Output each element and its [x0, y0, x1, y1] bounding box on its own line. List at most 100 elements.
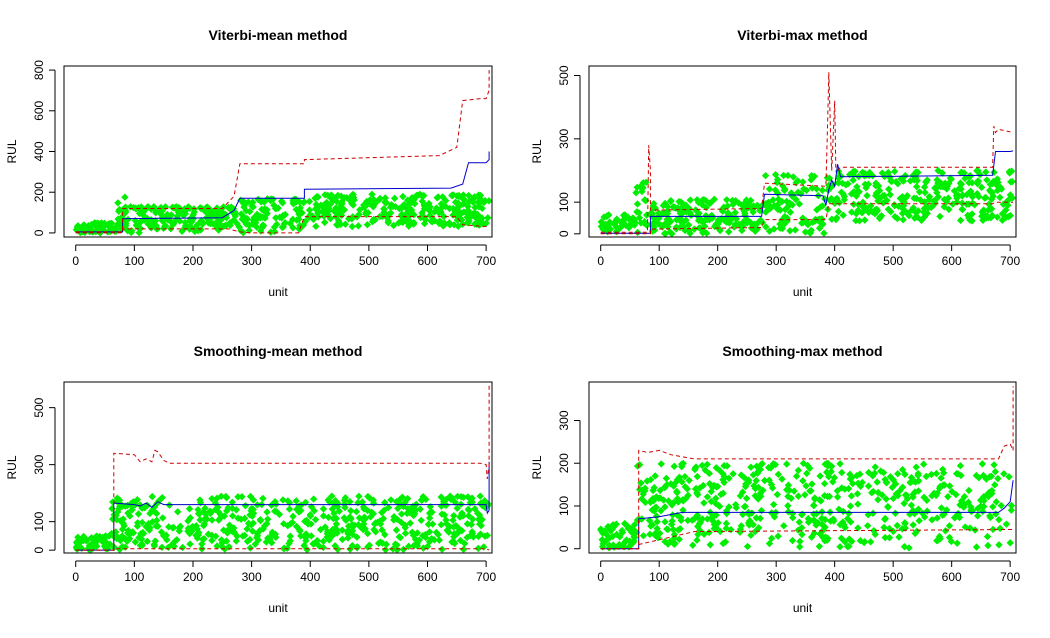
data-point: [829, 515, 837, 523]
data-point: [937, 474, 945, 482]
data-point: [480, 543, 488, 551]
data-point: [765, 539, 774, 548]
y-tick-label: 0: [32, 229, 46, 236]
data-point: [739, 218, 748, 226]
data-point: [794, 188, 802, 196]
y-axis-label: RUL: [530, 455, 544, 479]
data-point: [389, 221, 398, 230]
data-point: [259, 494, 267, 503]
data-point: [406, 218, 415, 226]
chart-title: Smoothing-max method: [722, 343, 882, 359]
data-point: [370, 525, 378, 534]
data-point: [279, 496, 287, 504]
y-tick-label: 400: [32, 141, 46, 161]
data-point: [397, 510, 406, 518]
data-point: [839, 211, 847, 219]
data-point: [319, 537, 328, 545]
data-point: [1007, 501, 1016, 510]
data-point: [643, 477, 651, 485]
y-tick-label: 200: [32, 182, 46, 202]
data-point: [673, 487, 681, 496]
data-point: [915, 517, 923, 525]
data-point: [430, 536, 439, 544]
data-point: [762, 223, 770, 231]
data-point: [700, 499, 708, 507]
data-point: [395, 533, 404, 541]
data-point: [256, 214, 265, 222]
data-point: [808, 480, 816, 488]
data-point: [980, 493, 988, 501]
data-point: [965, 486, 973, 495]
data-point: [912, 182, 921, 191]
data-point: [651, 472, 659, 480]
data-point: [241, 502, 250, 510]
data-point: [659, 496, 668, 504]
data-point: [263, 520, 271, 528]
data-point: [914, 505, 923, 513]
data-point: [185, 505, 194, 513]
data-point: [993, 186, 1002, 195]
data-point: [1006, 539, 1014, 547]
data-point: [938, 169, 946, 177]
data-point: [401, 523, 409, 532]
data-point: [602, 537, 610, 545]
x-tick-label: 400: [825, 570, 845, 584]
data-point: [243, 525, 251, 533]
data-point: [816, 203, 825, 211]
data-point: [978, 460, 987, 468]
data-point: [939, 465, 947, 474]
data-point: [389, 202, 397, 211]
data-point: [421, 533, 430, 542]
y-tick-label: 0: [557, 545, 571, 552]
data-point: [338, 535, 347, 544]
data-point: [664, 540, 672, 548]
data-point: [347, 507, 355, 515]
data-point: [280, 520, 288, 528]
data-point: [670, 462, 678, 471]
data-point: [413, 542, 422, 550]
data-point: [773, 490, 781, 499]
data-point: [683, 485, 691, 493]
data-point: [222, 537, 231, 545]
x-tick-label: 300: [766, 254, 786, 268]
data-point: [366, 513, 375, 521]
data-point: [755, 524, 763, 532]
data-point: [247, 521, 255, 529]
data-point: [679, 218, 687, 226]
data-point: [425, 509, 434, 517]
data-point: [661, 199, 669, 208]
data-point: [264, 534, 272, 542]
data-point: [309, 495, 318, 503]
data-point: [337, 220, 345, 229]
x-tick-label: 200: [183, 570, 203, 584]
scatter-points: [597, 166, 1017, 238]
data-point: [278, 199, 287, 207]
x-tick-label: 600: [942, 570, 962, 584]
data-point: [885, 185, 893, 193]
data-point: [745, 521, 753, 529]
x-tick-label: 100: [649, 254, 669, 268]
data-point: [293, 216, 301, 224]
data-point: [295, 526, 304, 534]
data-point: [605, 541, 613, 549]
data-point: [756, 465, 765, 474]
data-point: [324, 496, 332, 504]
data-point: [359, 503, 368, 511]
data-point: [907, 478, 916, 486]
data-point: [124, 215, 132, 224]
data-point: [626, 524, 635, 533]
x-tick-label: 0: [72, 570, 79, 584]
data-point: [406, 519, 414, 527]
data-point: [968, 217, 976, 225]
data-point: [952, 469, 961, 478]
data-point: [198, 540, 206, 548]
data-point: [345, 527, 353, 535]
data-point: [474, 544, 482, 553]
data-point: [464, 505, 472, 514]
data-point: [874, 495, 882, 504]
data-point: [662, 474, 671, 483]
x-tick-label: 600: [942, 254, 962, 268]
data-point: [1002, 520, 1011, 528]
data-point: [807, 226, 815, 235]
data-point: [810, 529, 818, 537]
